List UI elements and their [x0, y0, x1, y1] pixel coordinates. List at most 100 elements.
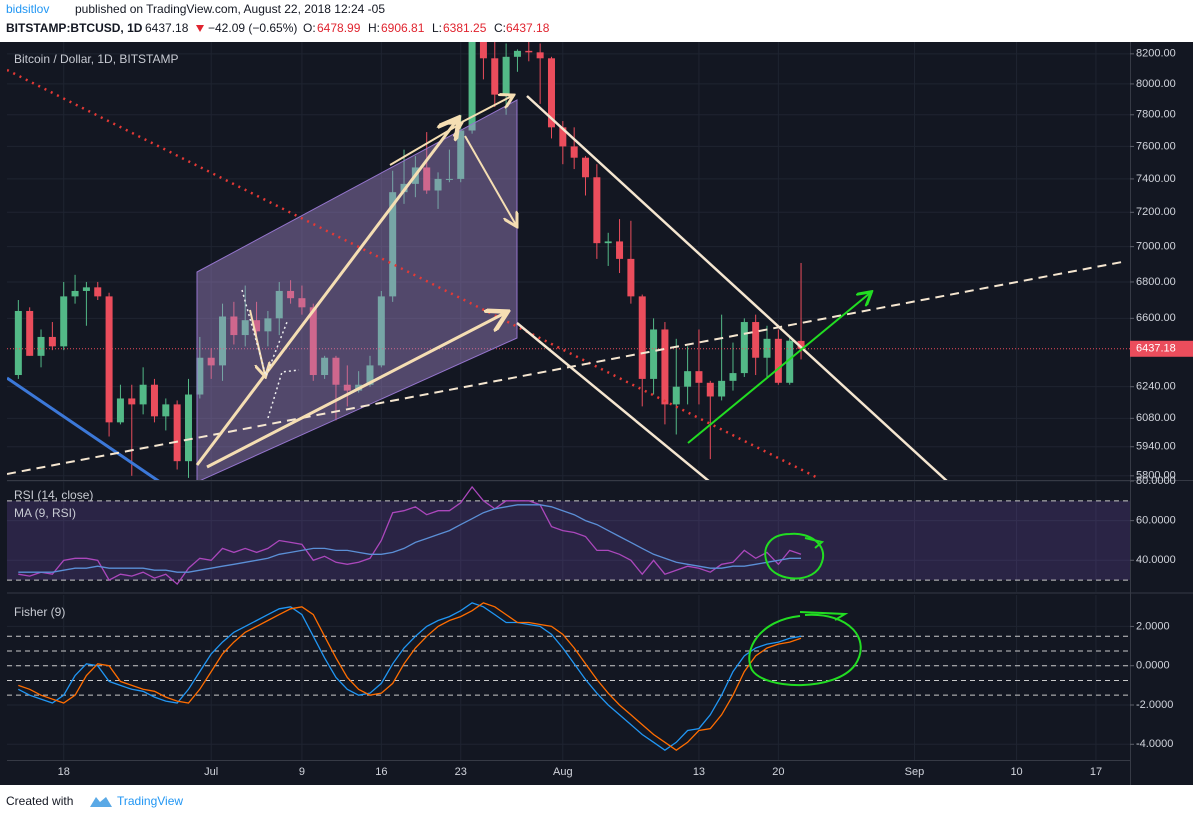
- candle-body: [105, 296, 113, 423]
- candle-body: [366, 365, 374, 385]
- candle-body: [128, 398, 136, 405]
- y-tick-label: 7600.00: [1136, 140, 1176, 152]
- footer-background: [0, 785, 1193, 820]
- axes: 18 Jul 9 16 23 Aug 13 20 Sep 10 17 8200.00 8000.00 78…: [14, 48, 1193, 778]
- candle-body: [253, 320, 261, 332]
- candle-body: [82, 287, 90, 291]
- change: −42.09 (−0.65%): [208, 21, 297, 35]
- y-tick-label: 7400.00: [1136, 173, 1176, 185]
- y-tick-label: 6080.00: [1136, 412, 1176, 424]
- candle-body: [230, 316, 238, 336]
- arrow: [206, 313, 505, 469]
- y-tick-label: 8000.00: [1136, 78, 1176, 90]
- y-tick-label: 80.0000: [1136, 475, 1176, 487]
- candle-body: [457, 130, 465, 179]
- last-price-label: 6437.18: [1136, 343, 1176, 355]
- candle-body: [241, 320, 249, 336]
- fisher-pane: [7, 595, 1130, 760]
- ohlc-value: 6437.18: [506, 21, 550, 35]
- y-tick-label: 7200.00: [1136, 206, 1176, 218]
- candle-body: [593, 177, 601, 244]
- candle-body: [718, 380, 726, 397]
- candle-body: [604, 241, 612, 244]
- arrow: [687, 293, 870, 444]
- logo: [90, 797, 112, 807]
- trend-line: [516, 322, 710, 480]
- arrow: [389, 124, 460, 166]
- candle-body: [150, 384, 158, 417]
- candle-body: [763, 338, 771, 358]
- footer-brand: TradingView: [117, 794, 183, 808]
- x-tick-label: 17: [1090, 766, 1102, 778]
- candle-body: [491, 58, 499, 95]
- candle-body: [287, 290, 295, 299]
- y-tick-label: 5800.00: [1136, 470, 1176, 482]
- candle-body: [275, 290, 283, 319]
- candle-body: [60, 296, 68, 347]
- band-fill: [7, 500, 1130, 581]
- candle-body: [650, 329, 658, 379]
- trend-line: [7, 261, 1123, 475]
- y-tick-label: 7000.00: [1136, 241, 1176, 253]
- x-tick-label: 20: [772, 766, 784, 778]
- candle-body: [536, 52, 544, 59]
- y-tick-label: -2.0000: [1136, 699, 1173, 711]
- candle-body: [513, 50, 521, 57]
- candle-body: [740, 322, 748, 374]
- arrow: [195, 120, 457, 466]
- candle-body: [309, 307, 317, 376]
- candle-body: [343, 384, 351, 391]
- candle-body: [14, 310, 22, 376]
- legend-entry: MA (9, RSI): [14, 506, 76, 520]
- footer-text: Created with: [6, 794, 73, 808]
- candle-body: [752, 322, 760, 358]
- candle-body: [559, 127, 567, 147]
- candle-body: [26, 310, 34, 356]
- ohlc-label: C:: [494, 21, 506, 35]
- candle-body: [570, 146, 578, 158]
- series-line: [18, 504, 801, 573]
- pane-title: Fisher (9): [14, 605, 65, 619]
- candle-body: [423, 167, 431, 191]
- candle-body: [219, 316, 227, 366]
- trend-line: [526, 95, 948, 480]
- candle-body: [479, 42, 487, 59]
- candle-body: [729, 373, 737, 381]
- candle-body: [389, 192, 397, 297]
- candle-body: [264, 318, 272, 332]
- author: bidsitlov: [6, 2, 49, 16]
- candle-body: [445, 178, 453, 180]
- candle-body: [525, 50, 533, 53]
- y-tick-label: 8200.00: [1136, 48, 1176, 60]
- candle-body: [173, 404, 181, 462]
- trend-line: [7, 68, 819, 480]
- legend-entry: RSI (14, close): [14, 488, 93, 502]
- y-tick-label: 7800.00: [1136, 109, 1176, 121]
- last-price-badge: [1130, 340, 1193, 357]
- x-tick-label: 18: [58, 766, 70, 778]
- candle-body: [468, 42, 476, 131]
- series-line: [18, 485, 802, 586]
- y-tick-label: 2.0000: [1136, 620, 1170, 632]
- circle-note: [764, 532, 825, 580]
- published: published on TradingView.com, August 22,…: [75, 2, 385, 16]
- candle-body: [695, 371, 703, 383]
- symbol: BITSTAMP:BTCUSD, 1D: [6, 21, 143, 35]
- x-tick-label: 9: [299, 766, 305, 778]
- y-tick-label: -4.0000: [1136, 738, 1173, 750]
- candle-body: [321, 357, 329, 376]
- candle-body: [116, 398, 124, 423]
- candle-body: [48, 336, 56, 347]
- arrow: [464, 135, 516, 225]
- ohlc-label: O:: [303, 21, 316, 35]
- candle-body: [786, 340, 794, 383]
- y-tick-label: 60.0000: [1136, 515, 1176, 527]
- candle-body: [207, 357, 215, 366]
- x-tick-label: 16: [375, 766, 387, 778]
- candle-body: [184, 394, 192, 462]
- series-line: [18, 602, 802, 751]
- candle-body: [638, 296, 646, 379]
- price-pane: [7, 42, 1130, 480]
